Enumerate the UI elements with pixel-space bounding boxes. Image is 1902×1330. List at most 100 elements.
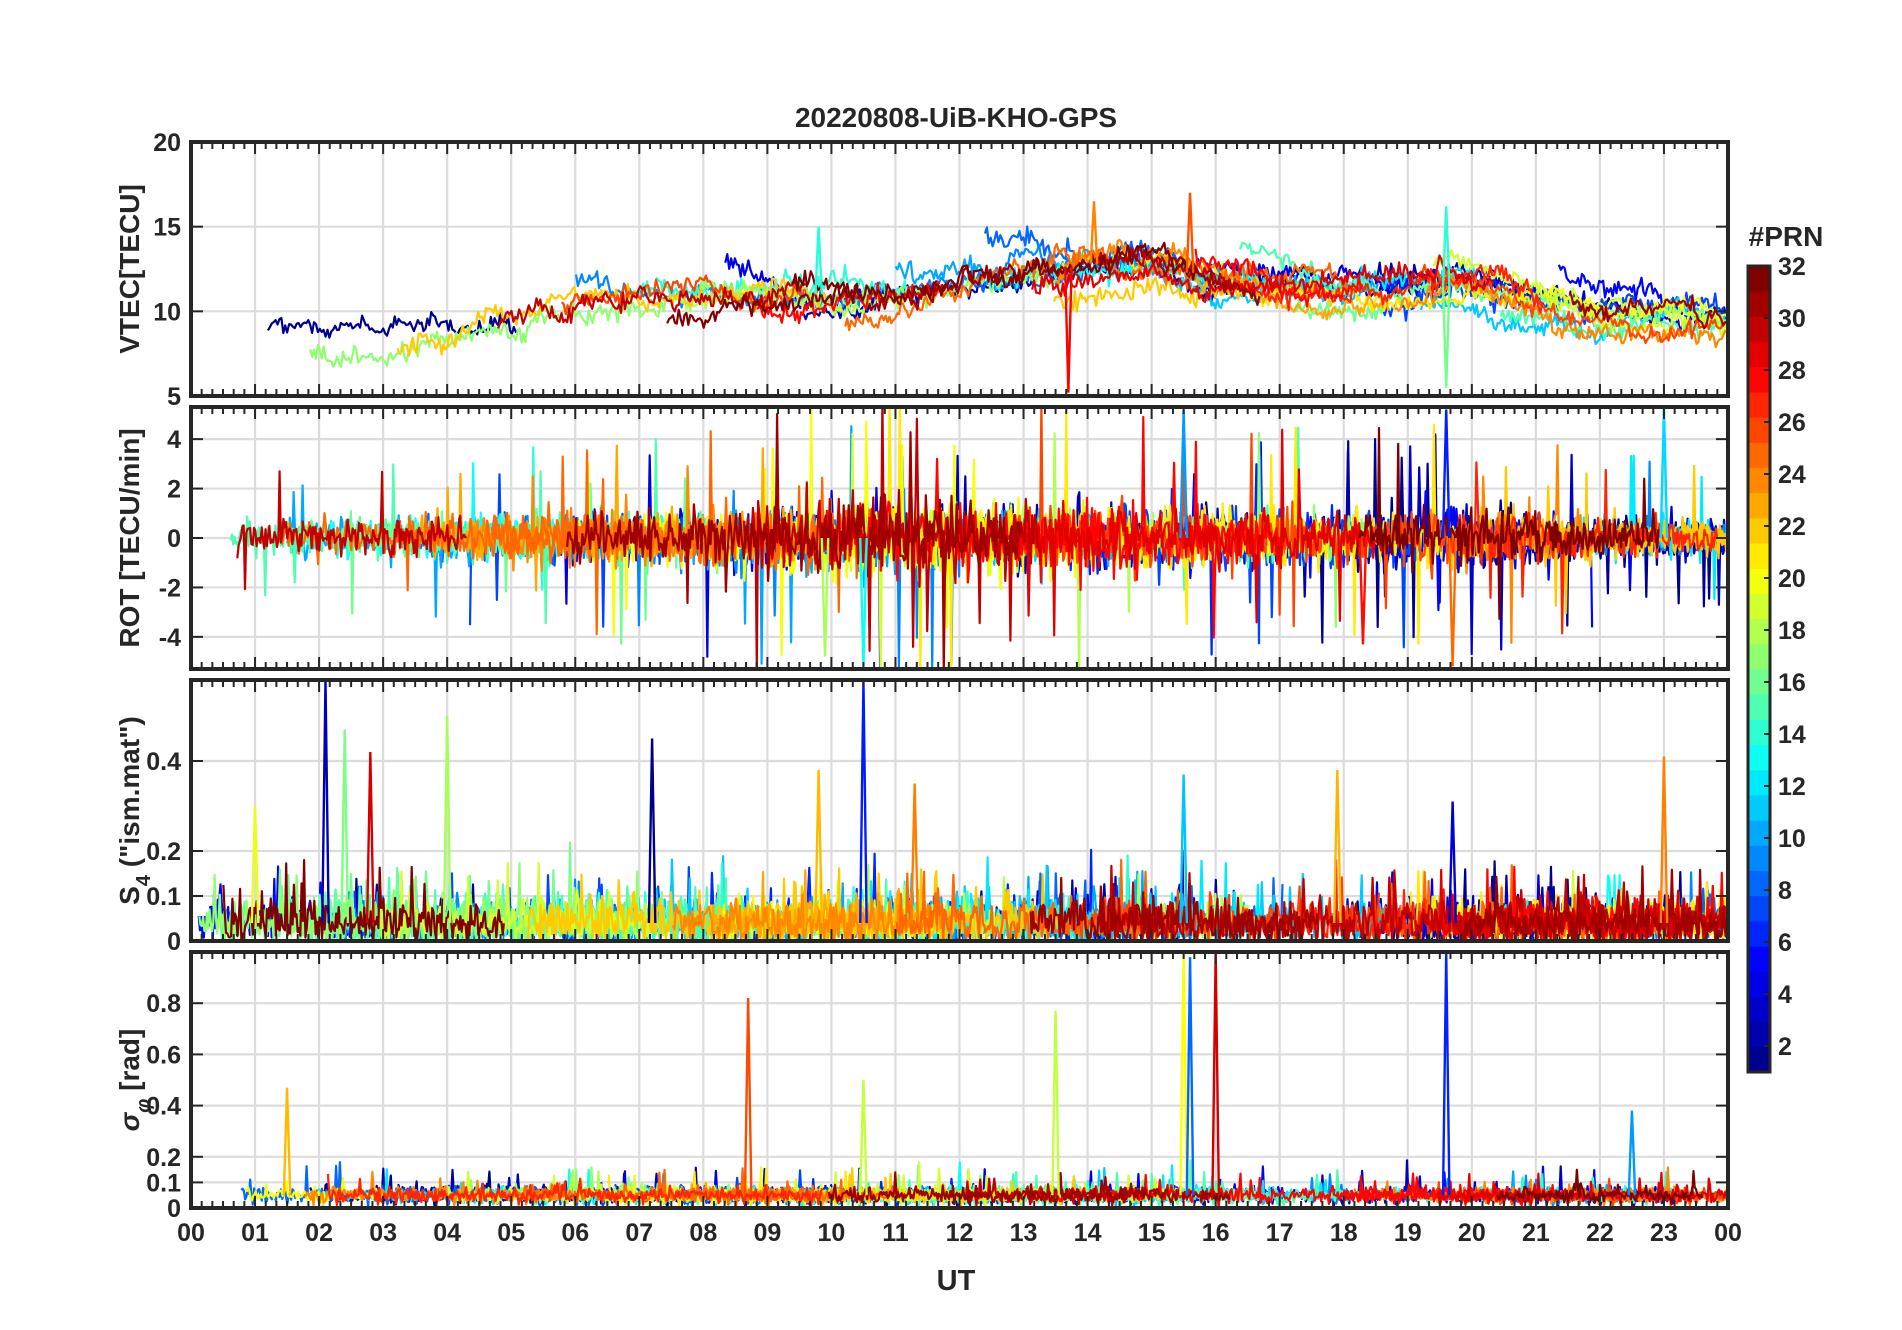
colorbar-band <box>1748 946 1770 972</box>
x-tick-label: 04 <box>433 1219 461 1247</box>
colorbar-band <box>1748 417 1770 443</box>
colorbar-tick-label: 4 <box>1778 981 1792 1009</box>
series-line <box>791 241 1198 305</box>
colorbar-band <box>1748 366 1770 393</box>
colorbar-band <box>1748 971 1770 997</box>
spike <box>250 805 260 924</box>
colorbar-band <box>1748 719 1770 746</box>
spike <box>1179 952 1189 1196</box>
series-line <box>1516 285 1728 337</box>
y-tick-label: 0.1 <box>146 883 181 911</box>
series-line <box>1029 876 1319 941</box>
spike <box>1063 266 1073 393</box>
spike <box>814 769 824 924</box>
x-tick-label: 06 <box>561 1219 589 1247</box>
series-line <box>868 431 1023 669</box>
colorbar-band <box>1748 1046 1770 1073</box>
x-tick-label: 14 <box>1074 1219 1102 1247</box>
y-tick-label: 0.4 <box>146 748 181 776</box>
x-tick-label: 12 <box>946 1219 974 1247</box>
series-line <box>894 858 1189 941</box>
spike <box>1051 1010 1060 1196</box>
colorbar-tick-label: 28 <box>1778 357 1806 385</box>
x-tick-label: 17 <box>1266 1219 1294 1247</box>
spike <box>1089 201 1099 264</box>
y-tick-label: 0 <box>167 928 181 956</box>
spike <box>1627 1110 1637 1196</box>
x-tick-label: 02 <box>305 1219 333 1247</box>
colorbar-band <box>1748 618 1770 645</box>
spike <box>647 738 657 924</box>
colorbar-tick-label: 24 <box>1778 461 1806 489</box>
series-line <box>309 299 667 368</box>
series-line <box>1544 285 1727 321</box>
colorbar-band <box>1748 669 1770 695</box>
y-tick-label: 20 <box>153 129 181 157</box>
spike <box>442 715 452 924</box>
y-tick-label: 2 <box>167 476 181 504</box>
spike <box>814 226 824 295</box>
series-line <box>827 1171 1231 1206</box>
x-tick-label: 19 <box>1394 1219 1422 1247</box>
x-tick-label: 21 <box>1522 1219 1550 1247</box>
spike <box>282 1087 292 1196</box>
colorbar-band <box>1748 920 1770 947</box>
colorbar-band <box>1748 568 1770 594</box>
y-tick-label: 0 <box>167 525 181 553</box>
series-line <box>497 278 807 329</box>
spike <box>1211 952 1221 1196</box>
colorbar-band <box>1748 996 1770 1023</box>
y-tick-label: 5 <box>167 383 181 411</box>
spike <box>743 998 753 1196</box>
colorbar-tick-label: 2 <box>1778 1033 1792 1061</box>
y-axis-label: VTEC[TECU] <box>114 184 145 354</box>
series-line <box>1436 1171 1728 1207</box>
colorbar-band <box>1748 543 1770 569</box>
x-tick-label: 20 <box>1458 1219 1486 1247</box>
series-line <box>1496 1168 1704 1206</box>
y-axis-label: ROT [TECU/min] <box>114 428 145 647</box>
x-tick-label: 15 <box>1138 1219 1166 1247</box>
colorbar-band <box>1748 769 1770 796</box>
x-axis-label: UT <box>937 1265 976 1297</box>
colorbar-band <box>1748 316 1770 343</box>
colorbar-band <box>1748 794 1770 821</box>
series-line <box>666 284 859 329</box>
series-line <box>1462 865 1728 941</box>
series-group <box>229 407 1728 669</box>
colorbar-tick-label: 30 <box>1778 305 1806 333</box>
spike <box>1185 192 1195 273</box>
colorbar-band <box>1748 492 1770 519</box>
colorbar-band <box>1748 593 1770 620</box>
colorbar-tick-label: 14 <box>1778 721 1806 749</box>
panel-2: -4 -2 0 2 4 ROT [TECU/min] <box>114 405 1730 671</box>
spike <box>859 1079 868 1196</box>
colorbar-tick-label: 20 <box>1778 565 1806 593</box>
series-line <box>844 242 1354 332</box>
spike <box>1441 952 1451 1196</box>
panel-1: 5 10 15 20 VTEC[TECU] <box>114 129 1730 411</box>
x-tick-label: 10 <box>818 1219 846 1247</box>
colorbar-label: #PRN <box>1749 221 1824 252</box>
colorbar-band <box>1748 391 1770 418</box>
x-tick-label: 13 <box>1010 1219 1038 1247</box>
series-line <box>1354 426 1660 620</box>
x-tick-label: 22 <box>1586 1219 1614 1247</box>
series-line <box>1010 428 1385 637</box>
colorbar-band <box>1748 517 1770 544</box>
colorbar-tick-label: 6 <box>1778 929 1792 957</box>
x-tick-label: 11 <box>882 1219 909 1247</box>
colorbar-band <box>1748 820 1770 846</box>
chart-title: 20220808-UiB-KHO-GPS <box>795 102 1117 133</box>
colorbar-band <box>1748 694 1770 720</box>
y-axis-label: S4 ("ism.mat") <box>114 716 155 905</box>
colorbar-band <box>1748 895 1770 922</box>
y-tick-label: -2 <box>159 574 181 602</box>
y-tick-label: 10 <box>153 298 181 326</box>
series-group <box>266 192 1728 393</box>
y-tick-label: 0.2 <box>146 1144 181 1172</box>
spike <box>1441 206 1451 287</box>
y-tick-label: 0.2 <box>146 838 181 866</box>
